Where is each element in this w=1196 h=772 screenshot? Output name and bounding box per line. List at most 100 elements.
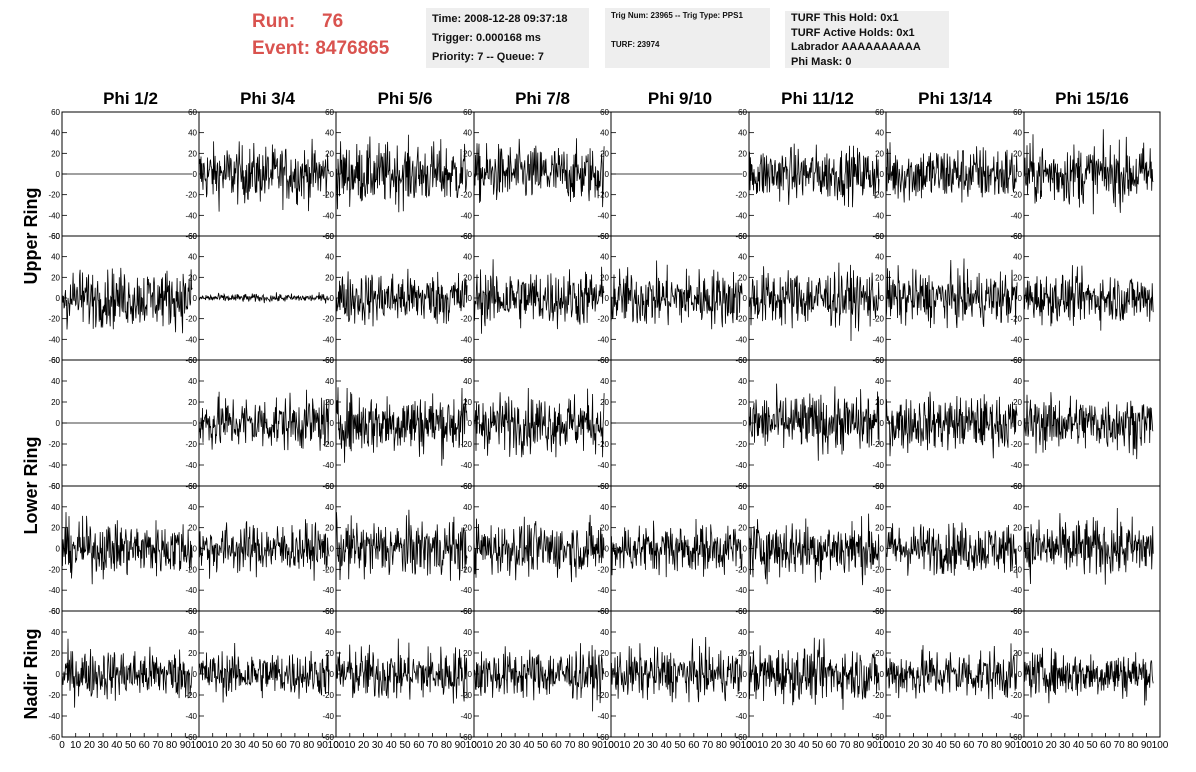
waveform-trace xyxy=(335,509,468,581)
y-tick-label: -20 xyxy=(185,315,197,324)
y-tick-label: 60 xyxy=(738,108,747,117)
x-tick-label: 0 xyxy=(608,740,614,751)
x-tick-label: 20 xyxy=(496,740,508,751)
x-tick-label: 70 xyxy=(702,740,714,751)
y-tick-label: 20 xyxy=(51,524,60,533)
x-tick-label: 60 xyxy=(826,740,838,751)
y-tick-label: 40 xyxy=(600,253,609,262)
y-tick-label: 0 xyxy=(468,170,473,179)
y-tick-label: 20 xyxy=(325,524,334,533)
y-tick-label: 0 xyxy=(56,294,61,303)
y-tick-label: 20 xyxy=(188,524,197,533)
y-tick-label: 60 xyxy=(875,482,884,491)
y-tick-label: 20 xyxy=(1013,524,1022,533)
x-tick-label: 10 xyxy=(757,740,769,751)
x-tick-label: 30 xyxy=(922,740,934,751)
y-tick-label: 0 xyxy=(605,670,610,679)
y-tick-label: 60 xyxy=(600,356,609,365)
x-tick-label: 20 xyxy=(358,740,370,751)
x-tick-label: 50 xyxy=(399,740,411,751)
y-tick-label: -60 xyxy=(48,232,60,241)
y-tick-label: -40 xyxy=(735,335,747,344)
ring-label: Nadir Ring xyxy=(21,628,41,719)
x-tick-label: 10 xyxy=(482,740,494,751)
y-tick-label: 60 xyxy=(738,232,747,241)
y-tick-label: -40 xyxy=(597,461,609,470)
x-tick-label: 70 xyxy=(427,740,439,751)
y-tick-label: 40 xyxy=(738,503,747,512)
y-tick-label: -20 xyxy=(735,440,747,449)
x-tick-label: 100 xyxy=(1016,740,1033,751)
y-tick-label: -60 xyxy=(48,733,60,742)
y-tick-label: 60 xyxy=(1013,607,1022,616)
x-tick-label: 100 xyxy=(328,740,345,751)
y-tick-label: -20 xyxy=(48,565,60,574)
x-tick-label: 60 xyxy=(139,740,151,751)
y-tick-label: 20 xyxy=(325,398,334,407)
waveform-trace xyxy=(335,638,468,704)
y-tick-label: 60 xyxy=(51,607,60,616)
x-tick-label: 80 xyxy=(716,740,728,751)
x-tick-label: 40 xyxy=(248,740,260,751)
x-tick-label: 0 xyxy=(59,740,65,751)
y-tick-label: 0 xyxy=(1018,170,1023,179)
x-tick-label: 90 xyxy=(1141,740,1153,751)
y-tick-label: 20 xyxy=(875,524,884,533)
y-tick-label: 60 xyxy=(188,607,197,616)
x-tick-label: 50 xyxy=(1086,740,1098,751)
x-tick-label: 100 xyxy=(1152,740,1169,751)
y-tick-label: 40 xyxy=(463,628,472,637)
y-tick-label: 40 xyxy=(51,503,60,512)
y-tick-label: 0 xyxy=(330,419,335,428)
x-tick-label: 70 xyxy=(289,740,301,751)
x-tick-label: 50 xyxy=(674,740,686,751)
y-tick-label: 40 xyxy=(51,253,60,262)
y-tick-label: 40 xyxy=(325,253,334,262)
column-header: Phi 5/6 xyxy=(378,89,433,108)
y-tick-label: 0 xyxy=(743,419,748,428)
turf-active-holds-text: TURF Active Holds: 0x1 xyxy=(791,26,915,39)
x-tick-label: 80 xyxy=(1127,740,1139,751)
y-tick-label: 20 xyxy=(325,149,334,158)
x-tick-label: 10 xyxy=(894,740,906,751)
ring-label: Lower Ring xyxy=(21,437,41,535)
y-tick-label: 40 xyxy=(463,503,472,512)
x-tick-label: 20 xyxy=(771,740,783,751)
y-tick-label: 40 xyxy=(738,253,747,262)
event-value: 8476865 xyxy=(315,38,390,59)
y-tick-label: 60 xyxy=(463,108,472,117)
y-tick-label: 20 xyxy=(738,524,747,533)
y-tick-label: -40 xyxy=(48,712,60,721)
y-tick-label: 0 xyxy=(743,294,748,303)
y-tick-label: 60 xyxy=(738,482,747,491)
y-tick-label: 40 xyxy=(51,129,60,138)
x-tick-label: 90 xyxy=(592,740,604,751)
waveform-trace xyxy=(749,637,880,710)
y-tick-label: -20 xyxy=(460,315,472,324)
waveform-trace xyxy=(198,292,330,304)
y-tick-label: -40 xyxy=(322,712,334,721)
y-tick-label: 60 xyxy=(600,482,609,491)
y-tick-label: 40 xyxy=(188,628,197,637)
y-tick-label: -20 xyxy=(872,315,884,324)
y-tick-label: 60 xyxy=(188,356,197,365)
run-value: 76 xyxy=(322,11,344,32)
y-tick-label: 20 xyxy=(325,273,334,282)
y-tick-label: -40 xyxy=(872,712,884,721)
y-tick-label: -40 xyxy=(48,211,60,220)
y-tick-label: 60 xyxy=(188,482,197,491)
y-tick-label: 0 xyxy=(193,670,198,679)
waveform-trace xyxy=(473,514,605,583)
y-tick-label: 0 xyxy=(56,170,61,179)
y-tick-label: -20 xyxy=(460,191,472,200)
priority-text: Priority: 7 -- Queue: 7 xyxy=(432,51,544,63)
waveform-trace xyxy=(61,638,193,708)
y-tick-label: 0 xyxy=(1018,545,1023,554)
y-tick-label: 60 xyxy=(463,482,472,491)
waveform-trace xyxy=(610,518,743,578)
y-tick-label: 40 xyxy=(738,129,747,138)
x-tick-label: 10 xyxy=(619,740,631,751)
y-tick-label: 60 xyxy=(188,108,197,117)
run-line: Run: 76 xyxy=(252,8,422,35)
y-tick-label: 0 xyxy=(56,545,61,554)
